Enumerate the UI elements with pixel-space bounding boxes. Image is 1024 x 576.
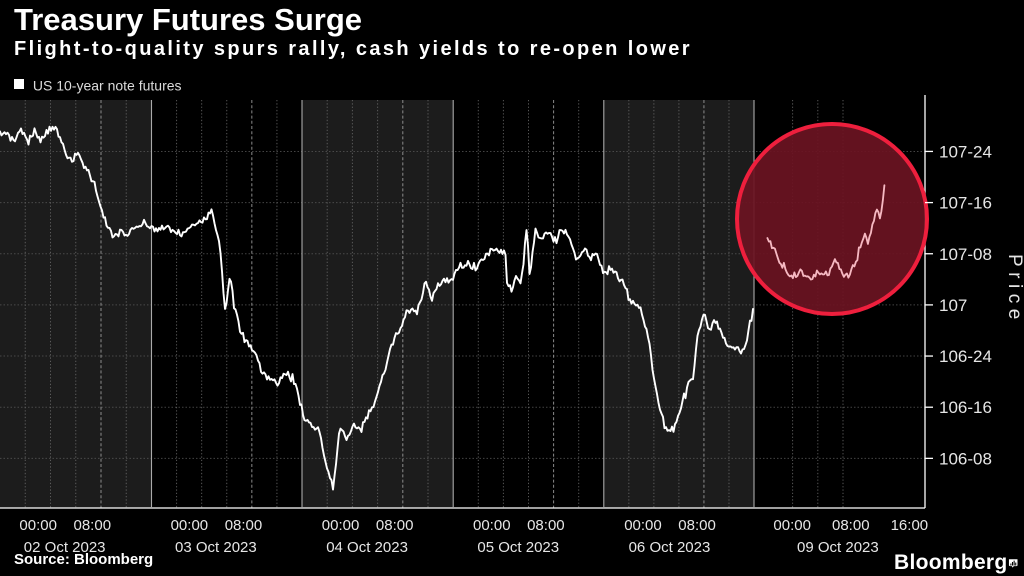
svg-text:106-08: 106-08 — [939, 449, 992, 468]
svg-text:08:00: 08:00 — [74, 517, 112, 534]
svg-text:107-16: 107-16 — [939, 194, 992, 213]
svg-text:08:00: 08:00 — [832, 517, 870, 534]
svg-text:106-16: 106-16 — [939, 398, 992, 417]
svg-text:16:00: 16:00 — [891, 517, 929, 534]
svg-text:00:00: 00:00 — [473, 517, 511, 534]
svg-text:107: 107 — [939, 296, 967, 315]
svg-text:08:00: 08:00 — [225, 517, 263, 534]
svg-text:00:00: 00:00 — [322, 517, 360, 534]
svg-text:00:00: 00:00 — [624, 517, 662, 534]
svg-text:05 Oct 2023: 05 Oct 2023 — [477, 539, 559, 556]
svg-text:00:00: 00:00 — [171, 517, 209, 534]
svg-text:Price: Price — [1004, 254, 1024, 325]
svg-text:04 Oct 2023: 04 Oct 2023 — [326, 539, 408, 556]
svg-text:107-08: 107-08 — [939, 245, 992, 264]
svg-text:03 Oct 2023: 03 Oct 2023 — [175, 539, 257, 556]
svg-text:08:00: 08:00 — [376, 517, 414, 534]
svg-text:06 Oct 2023: 06 Oct 2023 — [629, 539, 711, 556]
svg-text:106-24: 106-24 — [939, 347, 992, 366]
svg-text:00:00: 00:00 — [773, 517, 811, 534]
svg-text:107-24: 107-24 — [939, 142, 992, 161]
svg-text:08:00: 08:00 — [527, 517, 565, 534]
svg-text:08:00: 08:00 — [678, 517, 716, 534]
svg-text:09 Oct 2023: 09 Oct 2023 — [797, 539, 879, 556]
svg-text:00:00: 00:00 — [19, 517, 57, 534]
